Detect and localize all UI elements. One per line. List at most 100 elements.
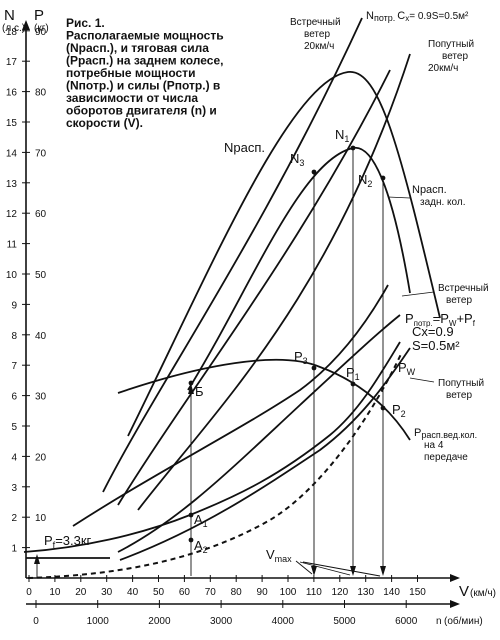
label-tailwind-mid-1: Попутный <box>438 378 484 389</box>
rpm-axis-tick-label: 0 <box>33 616 39 627</box>
v-axis-tick-label: 90 <box>257 587 269 598</box>
label-headwind-top-1: Встречный <box>290 17 341 28</box>
label-n-required: Nпотр. Cx= 0.9S=0.5м² <box>366 10 469 23</box>
leader-n-available-rear <box>387 196 411 199</box>
n-axis-tick-label: 12 <box>6 209 18 220</box>
rpm-axis-tick-label: 6000 <box>395 616 418 627</box>
curve-p-available <box>117 358 411 441</box>
label-tailwind-top-2: ветер <box>442 51 468 62</box>
v-axis-tick-label: 0 <box>26 587 32 598</box>
p-axis-tick-label: 40 <box>35 331 47 342</box>
n-axis-tick-label: 11 <box>7 240 18 251</box>
label-headwind-mid-2: ветер <box>446 295 472 306</box>
rpm-axis-ticks: 0 1000 2000 3000 4000 5000 6000 <box>33 600 418 627</box>
label-n-available: Nрасп. <box>224 140 265 155</box>
v-axis-unit: (км/ч) <box>470 588 496 599</box>
rpm-axis-arrow <box>450 600 460 608</box>
n-axis-tick-label: 2 <box>11 513 17 524</box>
rpm-axis-unit: (об/мин) <box>444 615 483 627</box>
curve-p-required-headwind <box>72 284 389 527</box>
label-p3: P3 <box>294 349 308 366</box>
n-axis-tick-label: 18 <box>6 27 18 38</box>
marker-p2 <box>380 405 386 411</box>
n-axis-tick-label: 14 <box>6 148 18 159</box>
label-a1: A1 <box>194 512 208 529</box>
v-axis-tick-label: 150 <box>409 587 426 598</box>
p-axis-title: P <box>34 7 44 24</box>
label-tailwind-top-1: Попутный <box>428 39 474 50</box>
projection-lines <box>34 150 386 578</box>
n-axis-tick-label: 5 <box>11 422 17 433</box>
pf-arrow-head <box>34 554 40 564</box>
n-axis-tick-label: 17 <box>6 57 18 68</box>
caption-line: (Nпотр.) и силы (Pпотр.) в <box>66 79 220 93</box>
vmax-arrows <box>295 560 381 577</box>
p-axis-unit: (кг) <box>34 23 49 34</box>
label-tailwind-top-3: 20км/ч <box>428 63 458 74</box>
curve-n-required <box>117 69 391 506</box>
n-axis-tick-label: 13 <box>6 179 18 190</box>
label-n1: N1 <box>335 127 349 144</box>
projection-arrow-n3 <box>311 566 317 576</box>
label-cx: Cx=0.9 <box>412 324 454 339</box>
vmax-arrow-line-2 <box>299 561 351 576</box>
v-axis-tick-label: 60 <box>179 587 191 598</box>
n-axis-arrow <box>22 20 30 30</box>
rpm-axis-tick-label: 4000 <box>272 616 295 627</box>
leader-headwind-mid <box>401 291 435 297</box>
projection-arrow-n2 <box>380 566 386 576</box>
point-markers <box>188 145 386 543</box>
p-axis-tick-label: 30 <box>35 392 47 403</box>
marker-a1 <box>188 512 194 518</box>
caption-line: (Pрасп.) на заднем колесе, <box>66 54 223 68</box>
caption-line: (Nрасп.), и тяговая сила <box>66 41 209 55</box>
p-axis-ticks: 10 20 30 40 50 60 70 80 90 <box>35 27 47 524</box>
marker-n2 <box>380 175 386 181</box>
label-p2: P2 <box>392 402 406 419</box>
label-vmax: Vmax <box>266 547 292 564</box>
v-axis-ticks: 0 10 20 30 40 50 60 70 80 90 100 110 120 130 140 150 <box>26 575 426 598</box>
rpm-axis-tick-label: 1000 <box>87 616 110 627</box>
v-axis-tick-label: 30 <box>101 587 113 598</box>
label-a2: A2 <box>194 538 208 555</box>
label-headwind-top-3: 20км/ч <box>304 41 334 52</box>
v-axis-tick-label: 120 <box>331 587 348 598</box>
caption-line: оборотов двигателя (n) и <box>66 104 217 118</box>
figure-caption: Рис. 1.Располагаемые мощность(Nрасп.), и… <box>66 16 224 130</box>
v-axis-tick-label: 50 <box>153 587 165 598</box>
n-axis-tick-label: 10 <box>6 270 18 281</box>
label-b: Б <box>195 384 204 399</box>
curves <box>23 17 441 561</box>
v-axis-tick-label: 110 <box>306 587 322 598</box>
v-axis-tick-label: 10 <box>49 587 61 598</box>
vmax-arrow-line-3 <box>302 561 381 577</box>
v-axis-tick-label: 130 <box>357 587 374 598</box>
n-axis-tick-label: 1 <box>11 544 17 555</box>
n-axis-tick-label: 3 <box>11 483 17 494</box>
label-p-required-formula: Pпотр.=PW+Pf <box>405 311 476 328</box>
n-axis-tick-label: 16 <box>6 88 18 99</box>
curve-p-required-tailwind <box>119 347 411 561</box>
v-axis-tick-label: 100 <box>280 587 297 598</box>
v-axis-arrow <box>450 574 460 582</box>
p-axis-tick-label: 60 <box>35 209 47 220</box>
marker-n3 <box>311 169 317 175</box>
p-axis-tick-label: 90 <box>35 27 47 38</box>
label-tailwind-mid-2: ветер <box>446 390 472 401</box>
label-p-available-3: передаче <box>424 452 468 463</box>
p-axis-tick-label: 80 <box>35 88 47 99</box>
vmax-arrow-line-1 <box>295 560 313 575</box>
curve-n-available-rear-wheel <box>187 146 411 391</box>
v-axis-title: V <box>459 583 469 600</box>
v-axis-tick-label: 20 <box>75 587 87 598</box>
rpm-axis-title: n <box>436 616 442 627</box>
n-axis-title: N <box>4 7 15 24</box>
caption-line: Располагаемые мощность <box>66 29 224 43</box>
n-axis-tick-label: 9 <box>11 300 17 311</box>
marker-a2 <box>188 537 194 543</box>
p-axis-tick-label: 50 <box>35 270 47 281</box>
label-headwind-top-2: ветер <box>304 29 330 40</box>
